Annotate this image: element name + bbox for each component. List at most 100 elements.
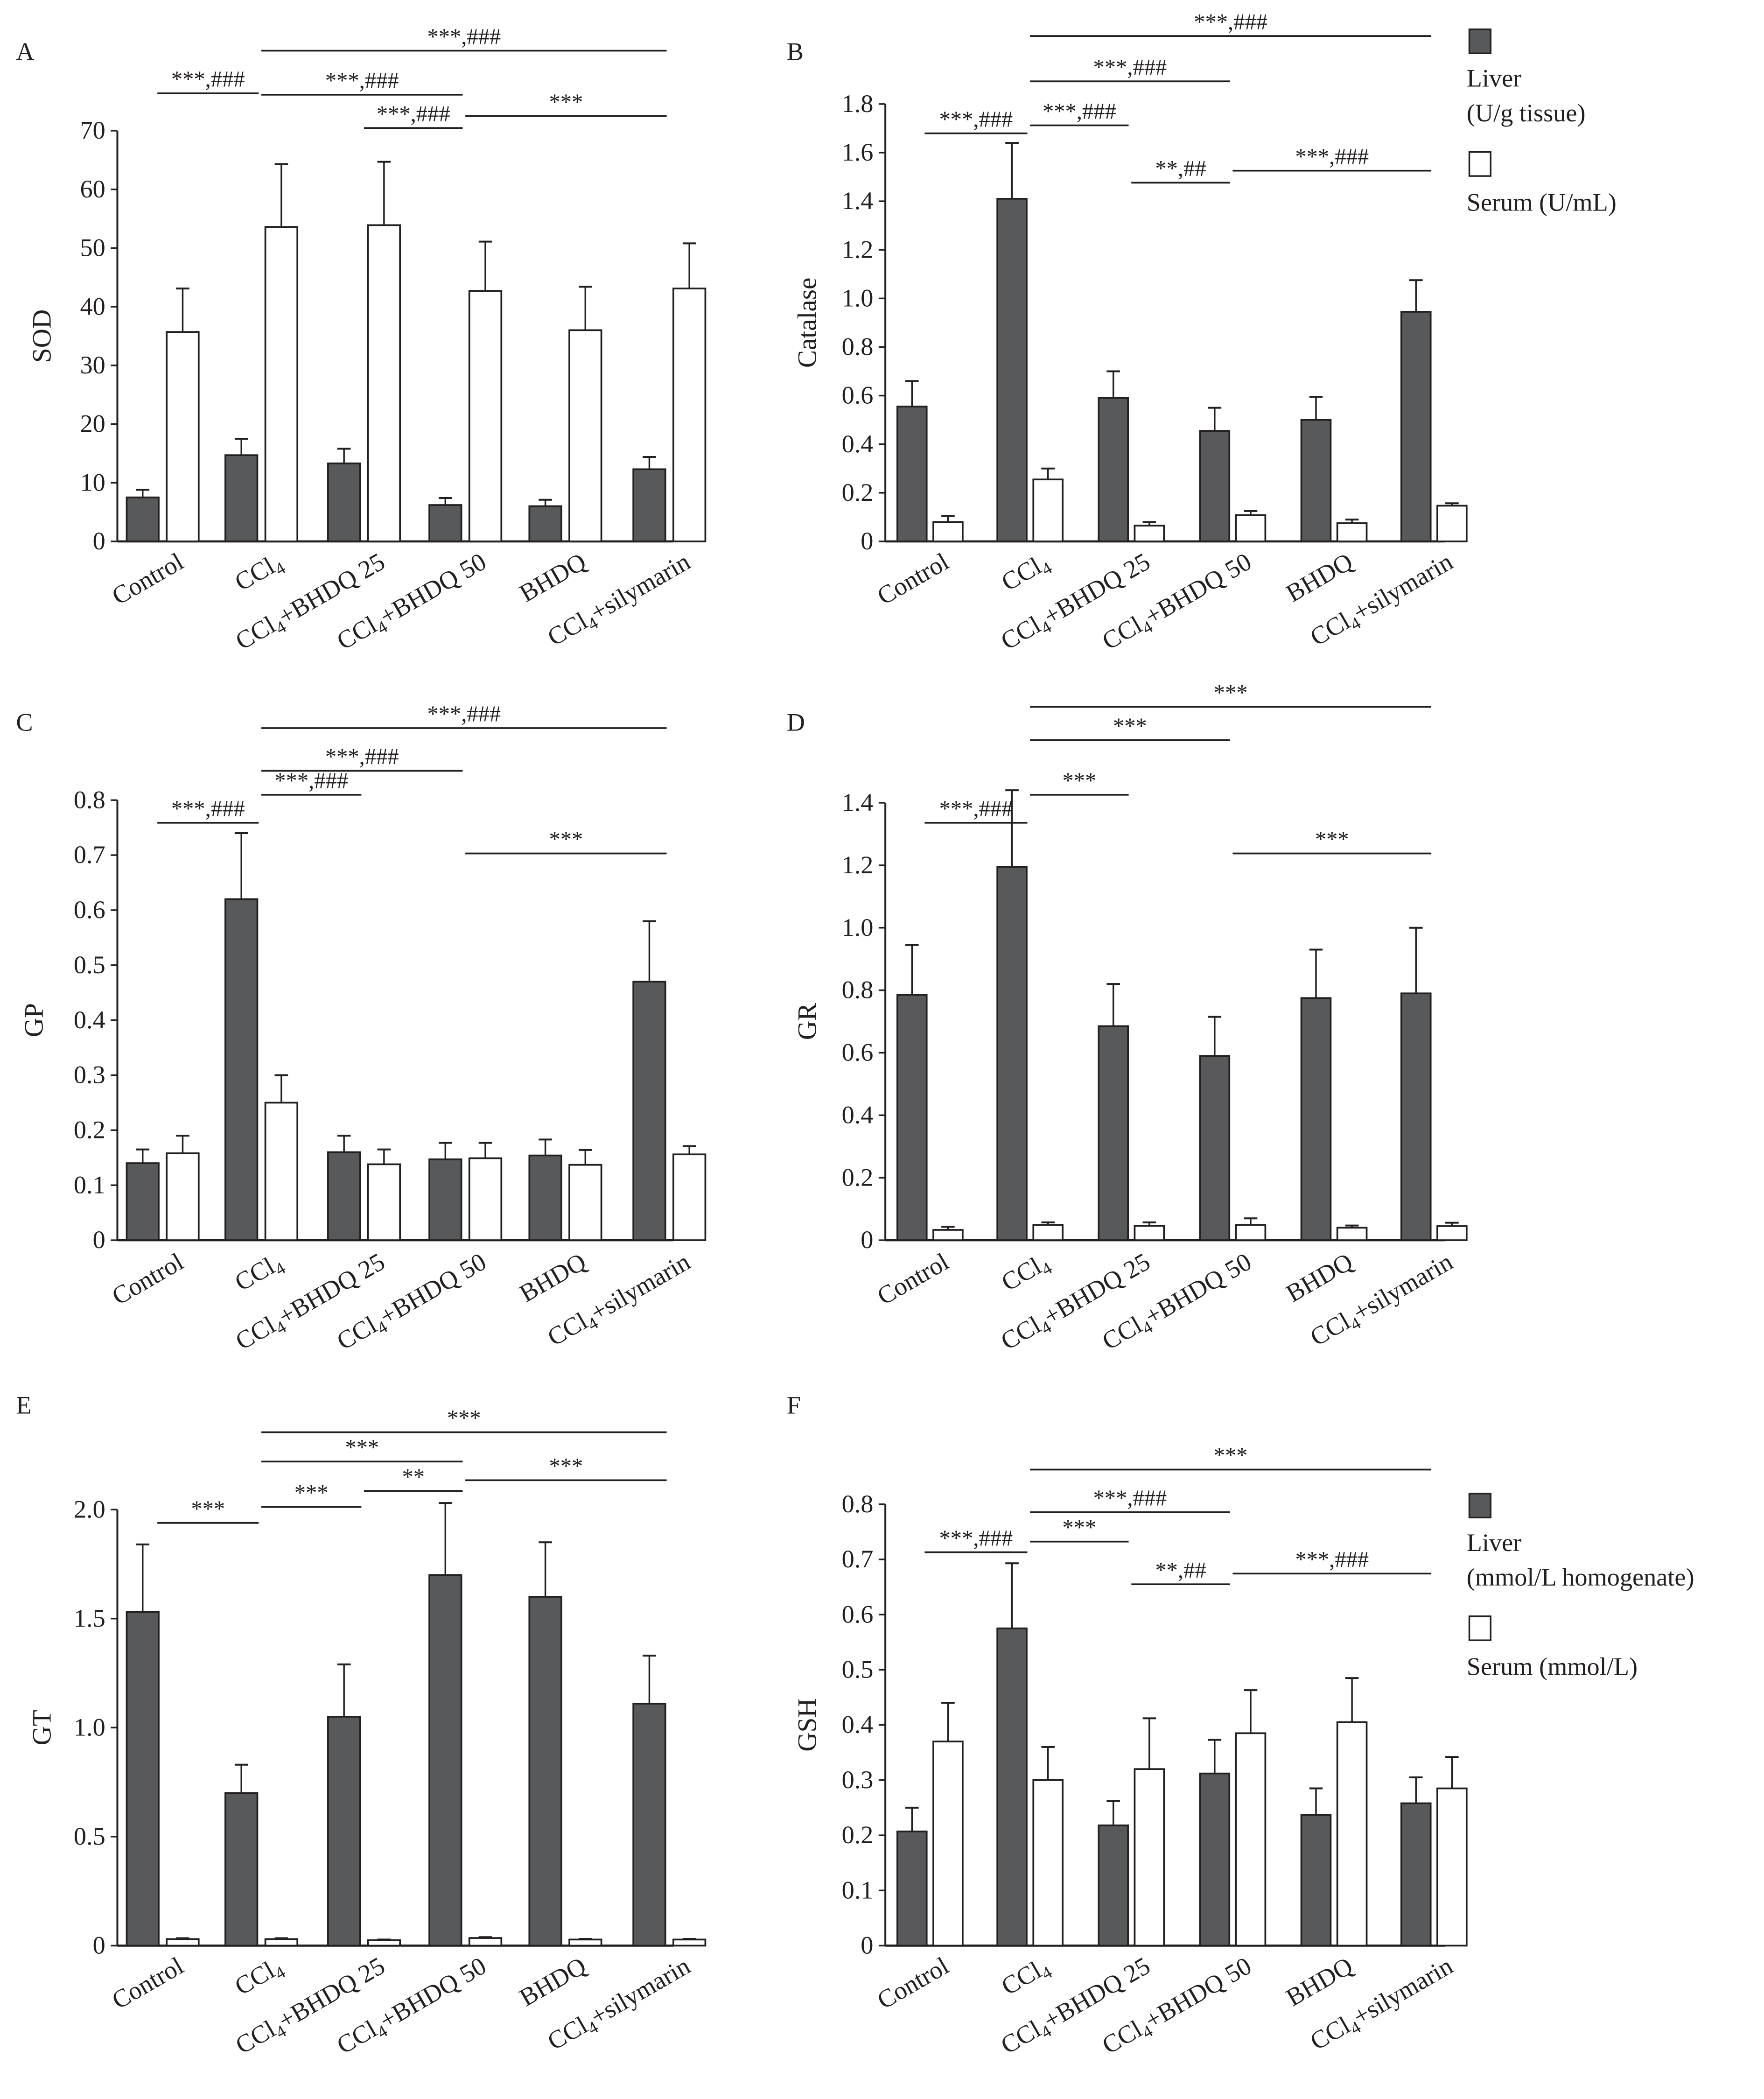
- x-label-text: CCl: [1305, 607, 1355, 652]
- y-tick-label: 0.8: [842, 333, 874, 361]
- y-tick-label: 0.8: [842, 1490, 874, 1518]
- y-tick-label: 10: [80, 468, 105, 496]
- x-label-text: +BHDQ 50: [375, 1952, 490, 2035]
- y-tick-label: 30: [80, 351, 105, 379]
- y-tick-label: 0.6: [842, 1600, 874, 1628]
- y-tick-label: 2.0: [74, 1495, 105, 1523]
- x-label-text: +BHDQ 50: [375, 548, 490, 631]
- x-label-text: CCl: [230, 1956, 280, 2001]
- panel-letter: C: [16, 709, 33, 737]
- serum-bar-ccl4-bhdq-25: [367, 224, 401, 542]
- y-tick-label: 0.6: [842, 1039, 874, 1067]
- significance-label: **,##: [1155, 156, 1206, 181]
- liver-bar-ccl4-bhdq-25: [1098, 1025, 1129, 1241]
- y-tick-label: 1.5: [74, 1604, 105, 1632]
- legend-serum-label: Serum (U/mL): [1467, 188, 1617, 216]
- x-label-text: +BHDQ 50: [1140, 548, 1256, 631]
- significance-label: ***: [294, 1480, 329, 1505]
- y-tick-label: 0.7: [842, 1545, 874, 1573]
- y-tick-label: 60: [80, 175, 105, 203]
- liver-bar-ccl4-bhdq-50: [1199, 430, 1231, 542]
- serum-bar-ccl4-bhdq-50: [1235, 514, 1267, 542]
- serum-bar-bhdq: [1336, 1227, 1368, 1241]
- liver-bar-ccl4-bhdq-50: [1199, 1055, 1231, 1241]
- x-label-text: CCl: [332, 1311, 382, 1355]
- x-label-text: CCl: [997, 552, 1046, 597]
- x-label-text: +BHDQ 50: [1140, 1952, 1256, 2035]
- y-tick-label: 0: [861, 1931, 873, 1959]
- x-tick-label: CCl4: [997, 1248, 1056, 1300]
- x-tick-label: Control: [873, 1952, 954, 2015]
- y-axis-label: GP: [19, 1003, 49, 1037]
- serum-bar-ccl4-bhdq-50: [1235, 1224, 1267, 1241]
- liver-bar-ccl4: [996, 866, 1028, 1241]
- significance-label: ***,###: [939, 796, 1013, 821]
- serum-bar-ccl4-bhdq-50: [468, 1157, 503, 1241]
- significance-label: ***: [1062, 768, 1096, 793]
- liver-bar-ccl4: [996, 1627, 1028, 1947]
- significance-label: ***,###: [427, 702, 501, 727]
- x-label-text: +silymarin: [586, 1952, 695, 2031]
- panel-a: A SOD 0 10 20 30 40 50 60 70 ***,### ***,### ***,###…: [16, 24, 707, 655]
- x-label-text: BHDQ: [1281, 1248, 1358, 1308]
- x-label-text: +BHDQ 25: [273, 548, 389, 631]
- x-tick-label: BHDQ: [515, 1248, 591, 1308]
- significance-label: ***: [1214, 680, 1248, 705]
- significance-label: ***,###: [1093, 1486, 1167, 1511]
- x-label-text: +BHDQ 25: [273, 1952, 389, 2035]
- significance-label: ***,###: [427, 24, 501, 49]
- y-tick-label: 0.5: [74, 1822, 105, 1850]
- liver-bar-ccl4-bhdq-25: [327, 462, 361, 542]
- significance-label: ***,###: [171, 796, 245, 821]
- y-axis-label: SOD: [28, 309, 57, 363]
- y-tick-label: 0.4: [74, 1006, 105, 1034]
- liver-bar-ccl4: [224, 898, 259, 1241]
- liver-bar-bhdq: [1300, 997, 1332, 1241]
- y-tick-label: 0: [93, 1931, 105, 1959]
- liver-bar-control: [896, 1830, 928, 1947]
- y-tick-label: 0: [861, 1226, 873, 1254]
- panel-f: F GSH 0 0.1 0.2 0.3 0.4 0.5 0.6 0.7 0.8 ***,### *** *…: [787, 1391, 1694, 2059]
- y-tick-label: 0.2: [842, 478, 874, 506]
- serum-bar-control: [166, 1938, 200, 1947]
- liver-bar-ccl4-bhdq-25: [327, 1151, 361, 1241]
- y-tick-label: 0.3: [74, 1061, 105, 1089]
- serum-bar-ccl4: [264, 226, 299, 542]
- x-label-text: CCl: [231, 2015, 280, 2060]
- x-label-text: CCl: [996, 1311, 1045, 1355]
- x-label-text: Control: [873, 1248, 954, 1311]
- liver-bar-ccl4-silymarin: [632, 468, 666, 542]
- significance-label: ***: [447, 1405, 481, 1431]
- y-tick-label: 0: [861, 527, 873, 555]
- legend-liver-unit: (U/g tissue): [1467, 99, 1586, 127]
- x-tick-label: Control: [107, 548, 189, 611]
- x-label-text: CCl: [1305, 1307, 1355, 1352]
- liver-bar-ccl4-bhdq-50: [428, 1574, 462, 1947]
- x-label-text: Control: [873, 548, 954, 611]
- liver-bar-ccl4-bhdq-50: [1199, 1772, 1231, 1947]
- serum-bar-ccl4-silymarin: [1436, 505, 1468, 542]
- serum-bar-ccl4: [1032, 1779, 1064, 1947]
- significance-label: ***,###: [171, 67, 245, 92]
- y-tick-label: 1.2: [842, 235, 874, 263]
- serum-bar-ccl4: [264, 1102, 299, 1241]
- serum-bar-bhdq: [1336, 522, 1368, 542]
- significance-label: ***,###: [325, 68, 399, 93]
- x-tick-label: BHDQ: [515, 1952, 591, 2012]
- x-label-text: CCl: [1097, 1311, 1147, 1355]
- x-label-text: BHDQ: [515, 548, 591, 608]
- serum-bar-ccl4: [1032, 1224, 1064, 1241]
- x-tick-label: Control: [873, 1248, 954, 1311]
- liver-bar-bhdq: [528, 1596, 562, 1947]
- x-label-text: +silymarin: [586, 1248, 695, 1327]
- legend-liver-label: Liver: [1467, 64, 1522, 92]
- serum-bar-control: [166, 331, 200, 542]
- x-label-text: CCl: [332, 611, 382, 655]
- legend-liver-swatch: [1468, 1493, 1491, 1519]
- y-axis-label: GSH: [793, 1698, 822, 1751]
- x-label-text: BHDQ: [1281, 548, 1358, 608]
- x-label-text: +BHDQ 25: [1039, 548, 1155, 631]
- significance-label: ***: [549, 89, 583, 114]
- x-label-text: CCl: [332, 2015, 382, 2060]
